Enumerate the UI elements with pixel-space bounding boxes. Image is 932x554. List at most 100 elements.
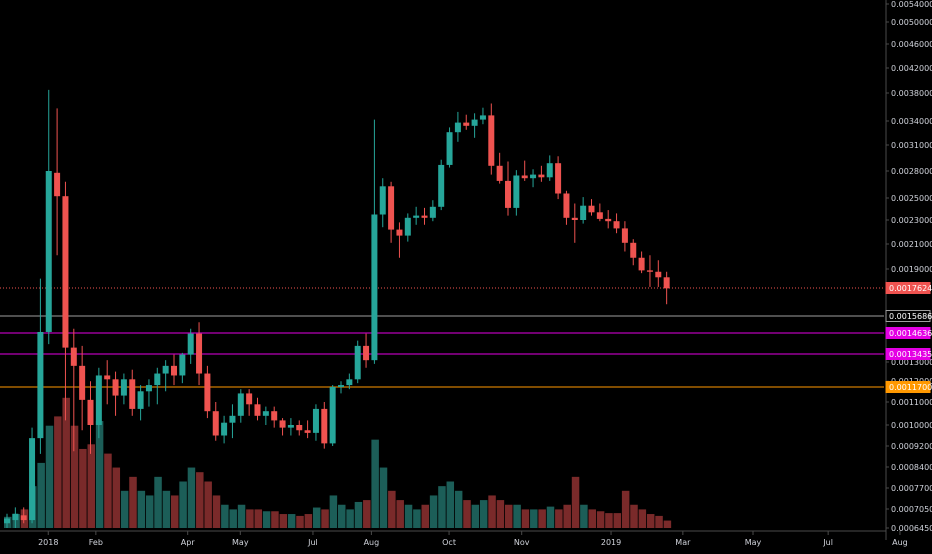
volume-bar [388, 490, 396, 528]
candle-body [630, 242, 637, 258]
candle-body [379, 186, 386, 215]
candle-body [638, 257, 645, 271]
candle-body [221, 422, 228, 436]
volume-bar [621, 490, 630, 528]
candle-body [254, 404, 261, 416]
volume-bar [363, 500, 371, 528]
candle-body [287, 425, 294, 428]
volume-bar [329, 495, 338, 528]
candle-body [446, 132, 453, 165]
candle-body [388, 186, 395, 230]
candle-body [229, 415, 236, 423]
candle-body [429, 206, 436, 218]
x-tick-label: May [232, 538, 249, 547]
volume-bar [396, 500, 404, 528]
price-tag [885, 310, 931, 322]
candle-body [621, 228, 628, 243]
volume-bar [37, 462, 45, 528]
time-axis[interactable]: 2018 Feb Apr May Jul Aug Oct Nov 2019 Mar May Jul Au… [0, 530, 908, 547]
candle-body [154, 373, 161, 386]
candle-body [505, 180, 511, 208]
candle-body [613, 221, 620, 229]
volume-bar [95, 421, 104, 528]
candle-body [538, 174, 545, 178]
volume-bar [588, 509, 596, 528]
volume-bar [521, 509, 530, 528]
volume-bar [421, 504, 429, 528]
candle-body [438, 164, 445, 207]
price-tag [885, 282, 931, 294]
volume-bar [613, 513, 622, 528]
candle-body [521, 175, 528, 179]
candle-body [204, 373, 211, 412]
volume-layer [4, 397, 672, 528]
candle-body [563, 193, 570, 218]
candle-body [296, 425, 303, 431]
volume-bar [62, 397, 70, 528]
volume-bar [354, 501, 363, 528]
volume-bar [304, 514, 313, 528]
x-tick-label: Aug [892, 538, 908, 547]
candle-body [588, 205, 595, 213]
candle-body [580, 205, 587, 220]
volume-bar [630, 504, 638, 528]
volume-bar [404, 504, 413, 528]
candle-body [54, 172, 61, 197]
volume-bar [663, 520, 672, 528]
candle-body [496, 165, 503, 181]
volume-bar [605, 513, 613, 528]
candle-body [304, 430, 311, 433]
volume-bar [70, 425, 79, 528]
volume-bar [438, 486, 446, 528]
volume-bar [546, 506, 555, 528]
x-tick-label: 2018 [38, 538, 58, 547]
candle-body [546, 163, 553, 178]
price-tag [885, 327, 931, 339]
x-tick-label: Apr [181, 538, 196, 547]
volume-bar [179, 481, 187, 528]
candle-body [646, 270, 653, 272]
volume-bar [221, 504, 229, 528]
candle-body [271, 411, 278, 421]
candle-body [596, 212, 603, 219]
volume-bar [471, 504, 480, 528]
candle-body [70, 347, 77, 366]
candle-body [371, 214, 378, 361]
volume-bar [596, 511, 605, 528]
candle-body [338, 385, 344, 387]
volume-bar [129, 476, 137, 528]
candle-body [605, 218, 612, 222]
candle-body [12, 513, 19, 521]
candle-body [663, 277, 670, 289]
volume-bar [505, 504, 513, 528]
candle-body [246, 393, 253, 405]
volume-bar [571, 476, 580, 528]
volume-bar [655, 515, 663, 528]
volume-bar [254, 509, 262, 528]
price-tag [885, 348, 931, 360]
volume-bar [538, 509, 546, 528]
volume-bar [45, 425, 54, 528]
candle-body [187, 333, 194, 355]
price-tag-label: 0.00156861 [889, 312, 932, 321]
candle-body [95, 375, 102, 425]
volume-bar [204, 481, 212, 528]
price-tag-label: 0.00176241 [889, 284, 932, 293]
price-tag-label: 0.00146369 [889, 329, 932, 338]
x-tick-label: May [745, 538, 762, 547]
candle-body [4, 518, 10, 524]
volume-bar [87, 444, 95, 528]
volume-bar [454, 490, 463, 528]
